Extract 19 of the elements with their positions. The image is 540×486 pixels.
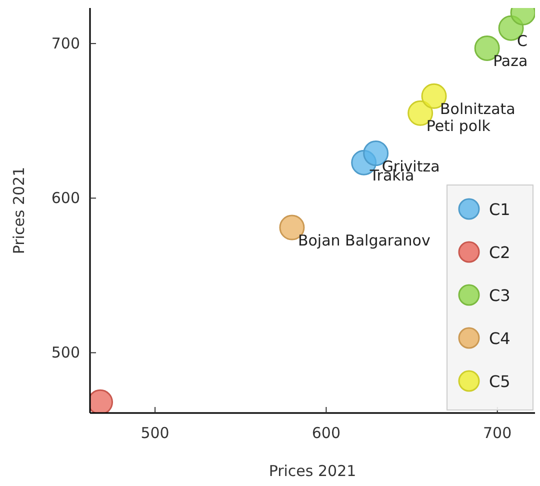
y-tick-label: 700: [51, 34, 80, 53]
legend-label: C3: [489, 286, 510, 305]
legend-label: C5: [489, 372, 510, 391]
annotation: Peti polk: [426, 117, 491, 136]
y-axis-title: Prices 2021: [10, 166, 28, 254]
x-tick-label: 500: [140, 424, 170, 442]
x-tick-label: 600: [312, 424, 341, 442]
legend-label: C4: [489, 329, 510, 348]
annotation: Bolnitzata: [440, 100, 516, 118]
x-tick-label: 700: [483, 424, 512, 442]
y-tick-label: 500: [51, 344, 80, 362]
legend-label: C1: [489, 200, 510, 219]
point: [90, 389, 114, 413]
annotation: Bojan Balgaranov: [298, 232, 430, 250]
annotation: C: [517, 32, 528, 50]
legend-label: C2: [489, 243, 510, 262]
y-tick-label: 600: [51, 189, 80, 208]
x-axis-title: Prices 2021: [268, 462, 356, 480]
annotation: Paza: [493, 52, 528, 70]
